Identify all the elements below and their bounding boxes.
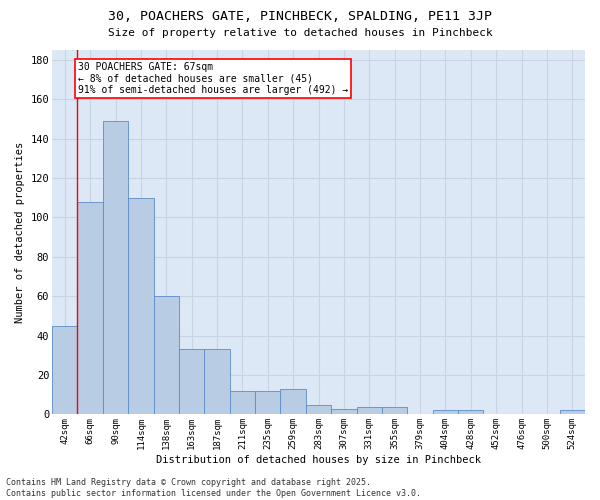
Bar	[306, 404, 331, 414]
Bar	[205, 350, 230, 414]
Bar	[230, 391, 255, 414]
Bar	[382, 406, 407, 414]
Y-axis label: Number of detached properties: Number of detached properties	[15, 142, 25, 323]
Bar	[331, 408, 356, 414]
Text: 30 POACHERS GATE: 67sqm
← 8% of detached houses are smaller (45)
91% of semi-det: 30 POACHERS GATE: 67sqm ← 8% of detached…	[78, 62, 348, 95]
Bar	[179, 350, 205, 414]
Bar	[356, 406, 382, 414]
Bar	[77, 202, 103, 414]
Bar	[154, 296, 179, 414]
Bar	[103, 121, 128, 414]
Bar	[255, 391, 280, 414]
Bar	[560, 410, 585, 414]
Bar	[433, 410, 458, 414]
X-axis label: Distribution of detached houses by size in Pinchbeck: Distribution of detached houses by size …	[156, 455, 481, 465]
Text: Size of property relative to detached houses in Pinchbeck: Size of property relative to detached ho…	[107, 28, 493, 38]
Bar	[128, 198, 154, 414]
Text: 30, POACHERS GATE, PINCHBECK, SPALDING, PE11 3JP: 30, POACHERS GATE, PINCHBECK, SPALDING, …	[108, 10, 492, 23]
Bar	[280, 389, 306, 414]
Bar	[458, 410, 484, 414]
Bar	[52, 326, 77, 414]
Text: Contains HM Land Registry data © Crown copyright and database right 2025.
Contai: Contains HM Land Registry data © Crown c…	[6, 478, 421, 498]
